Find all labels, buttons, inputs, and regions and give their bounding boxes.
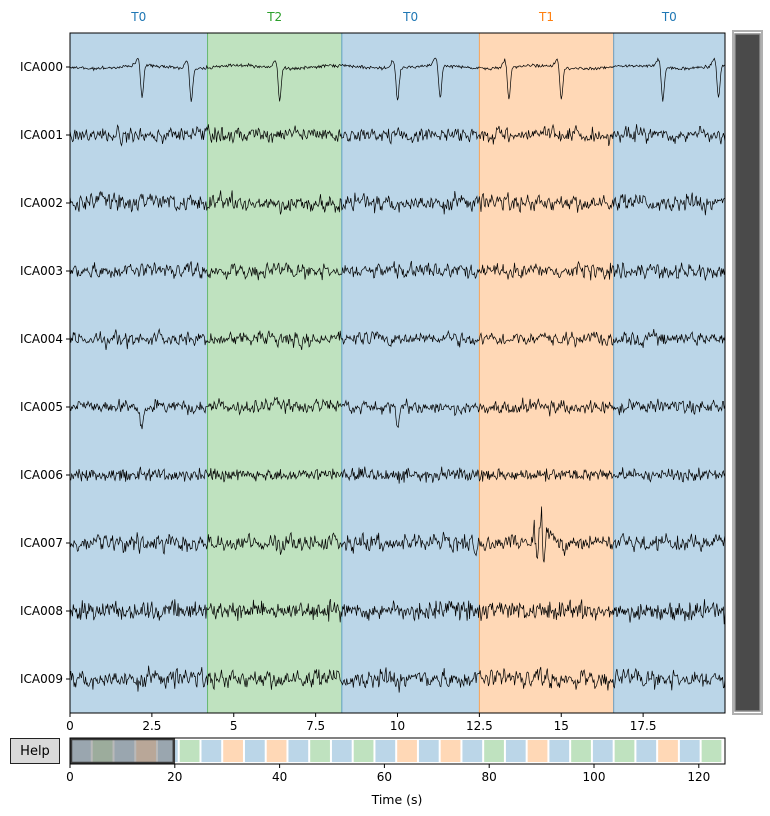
- annotation-label-2: T0: [402, 10, 418, 24]
- overview-tick-label-3: 60: [377, 770, 392, 784]
- trace-ica002: [69, 190, 726, 216]
- overview-segment-29: [701, 740, 722, 762]
- annotation-label-3: T1: [538, 10, 554, 24]
- channel-labels: ICA000 ICA001 ICA002 ICA003 ICA004 ICA005 ICA0…: [20, 60, 70, 686]
- annotation-span-2: [341, 33, 480, 713]
- channel-label-ica003: ICA003: [20, 264, 63, 278]
- annotation-label-0: T0: [130, 10, 146, 24]
- overview-segment-27: [658, 740, 678, 762]
- overview-segment-15: [397, 740, 417, 762]
- annotation-spans: [70, 33, 725, 713]
- overview-segment-20: [505, 740, 526, 762]
- overview-segment-26: [636, 740, 657, 762]
- trace-ica003: [69, 260, 726, 281]
- channel-label-ica006: ICA006: [20, 468, 63, 482]
- overview-segment-6: [201, 740, 222, 762]
- overview-segment-24: [592, 740, 613, 762]
- overview-segment-19: [484, 740, 504, 762]
- trace-ica008: [69, 598, 726, 625]
- overview-tick-label-0: 0: [66, 770, 74, 784]
- overview-tick-label-4: 80: [482, 770, 497, 784]
- annotation-span-3: [479, 33, 614, 713]
- x-tick-label-4: 10: [390, 719, 405, 733]
- annotation-span-1: [207, 33, 342, 713]
- main-plot: T0 T2 T0 T1 T0 ICA000ICA001ICA002ICA003ICA00…: [20, 10, 726, 733]
- overview-segment-14: [375, 740, 396, 762]
- x-ticks: 0 2.5 5 7.5 10 12.5 15 17.5: [66, 713, 656, 733]
- overview-segment-11: [310, 740, 330, 762]
- channel-label-ica009: ICA009: [20, 672, 63, 686]
- x-tick-label-0: 0: [66, 719, 74, 733]
- trace-ica006: [69, 466, 726, 484]
- x-tick-label-2: 5: [230, 719, 238, 733]
- overview-segment-9: [266, 740, 287, 762]
- trace-ica001: [69, 123, 726, 147]
- overview-segment-28: [679, 740, 700, 762]
- annotation-labels: T0 T2 T0 T1 T0: [130, 10, 677, 24]
- overview-view-window[interactable]: [69, 737, 176, 765]
- channel-label-ica007: ICA007: [20, 536, 63, 550]
- channel-label-ica004: ICA004: [20, 332, 63, 346]
- overview-segment-12: [331, 740, 352, 762]
- channel-label-ica008: ICA008: [20, 604, 63, 618]
- x-tick-label-3: 7.5: [306, 719, 325, 733]
- channel-label-ica005: ICA005: [20, 400, 63, 414]
- overview-segment-25: [614, 740, 635, 762]
- channel-label-ica001: ICA001: [20, 128, 63, 142]
- overview-segment-10: [288, 740, 309, 762]
- channel-label-ica000: ICA000: [20, 60, 63, 74]
- x-tick-label-5: 12.5: [466, 719, 493, 733]
- vertical-scrollbar[interactable]: [732, 30, 763, 715]
- overview-segment-18: [462, 740, 483, 762]
- overview-timeline[interactable]: 0 20 40 60 80 100 120 Time (s): [66, 737, 726, 807]
- trace-ica009: [69, 665, 726, 693]
- trace-ica004: [69, 327, 726, 350]
- overview-tick-label-6: 120: [687, 770, 710, 784]
- overview-frame: [69, 737, 726, 765]
- overview-segment-5: [179, 740, 200, 762]
- annotation-span-4: [613, 33, 725, 713]
- overview-segment-21: [527, 740, 548, 762]
- overview-segment-8: [244, 740, 265, 762]
- trace-ica000: [69, 57, 726, 102]
- overview-ticks: 0 20 40 60 80 100 120: [66, 764, 710, 784]
- x-tick-label-6: 15: [554, 719, 569, 733]
- x-axis-label: Time (s): [371, 792, 423, 807]
- x-tick-label-1: 2.5: [142, 719, 161, 733]
- overview-segment-7: [223, 740, 243, 762]
- trace-ica005: [69, 396, 726, 430]
- help-button[interactable]: Help: [10, 738, 60, 764]
- overview-segment-17: [440, 740, 461, 762]
- overview-segment-13: [353, 740, 374, 762]
- x-tick-label-7: 17.5: [630, 719, 657, 733]
- annotation-label-1: T2: [266, 10, 282, 24]
- overview-segment-22: [549, 740, 570, 762]
- overview-segment-23: [571, 740, 591, 762]
- scrollbar-thumb[interactable]: [734, 33, 761, 712]
- trace-ica007: [69, 506, 726, 563]
- overview-segment-16: [418, 740, 439, 762]
- annotation-label-4: T0: [661, 10, 677, 24]
- overview-tick-label-1: 20: [167, 770, 182, 784]
- annotation-span-0: [70, 33, 208, 713]
- channel-label-ica002: ICA002: [20, 196, 63, 210]
- overview-tick-label-2: 40: [272, 770, 287, 784]
- traces: [69, 57, 726, 693]
- overview-tick-label-5: 100: [583, 770, 606, 784]
